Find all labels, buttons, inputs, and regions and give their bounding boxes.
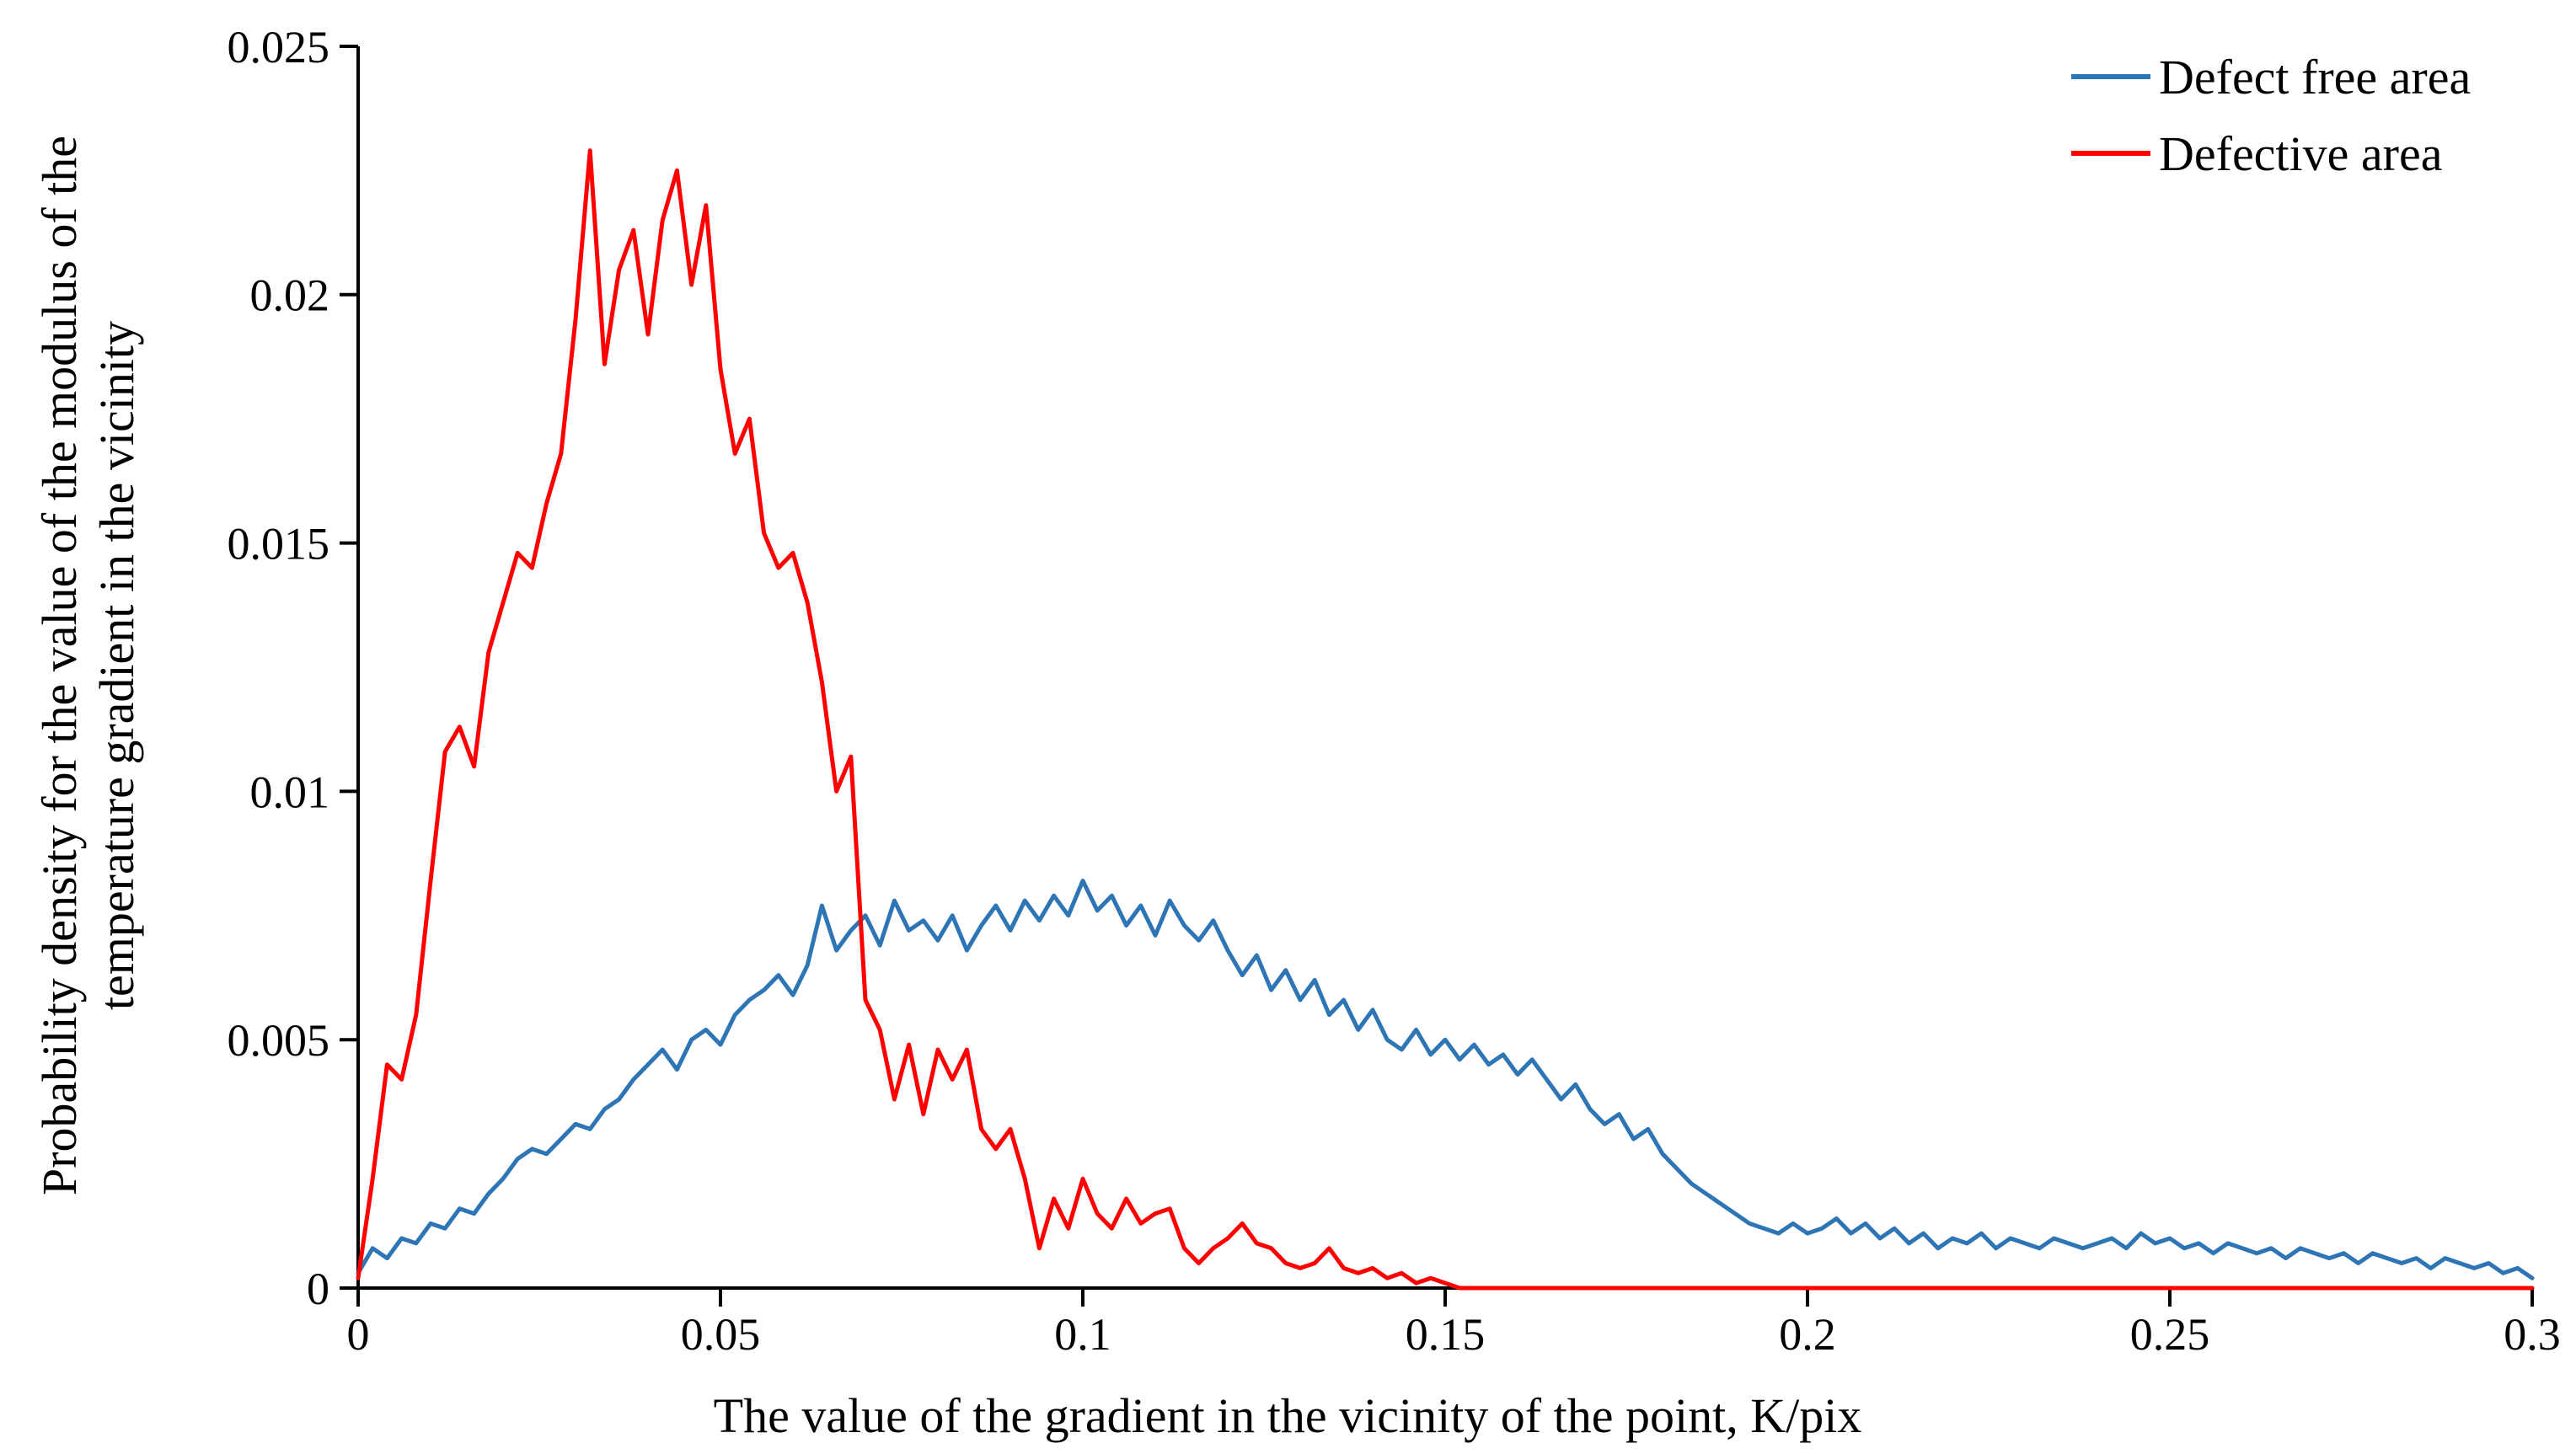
- y-tick-label: 0.005: [228, 1015, 330, 1066]
- series-line-defect-free-area: [356, 879, 2535, 1280]
- legend-item-defective: Defective area: [2071, 126, 2442, 181]
- y-axis-ticks: 0 0.005 0.01 0.015 0.02 0.025: [228, 22, 358, 1314]
- x-tick-label: 0.15: [1406, 1309, 1486, 1360]
- y-tick-label: 0.015: [228, 519, 330, 569]
- x-axis-title: The value of the gradient in the vicinit…: [714, 1388, 1862, 1443]
- x-tick-label: 0.25: [2130, 1309, 2210, 1360]
- y-axis-title-line1: Probability density for the value of the…: [32, 136, 87, 1195]
- y-axis-title-line2: temperature gradient in the vicinity: [89, 321, 144, 1010]
- legend-label-defect-free: Defect free area: [2159, 50, 2471, 104]
- y-tick-label: 0.025: [228, 22, 330, 72]
- y-tick-label: 0.01: [250, 767, 330, 817]
- series-lines: [356, 148, 2535, 1291]
- x-tick-label: 0.1: [1054, 1309, 1111, 1360]
- x-tick-label: 0.05: [681, 1309, 761, 1360]
- legend: Defect free area Defective area: [2071, 50, 2471, 181]
- y-tick-label: 0.02: [250, 270, 330, 321]
- y-tick-label: 0: [307, 1264, 329, 1314]
- series-line-defective-area: [356, 148, 2535, 1291]
- legend-item-defect-free: Defect free area: [2071, 50, 2471, 104]
- x-tick-label: 0.2: [1779, 1309, 1836, 1360]
- x-tick-label: 0.3: [2504, 1309, 2561, 1360]
- x-tick-label: 0: [347, 1309, 370, 1360]
- x-axis-ticks: 0 0.05 0.1 0.15 0.2 0.25 0.3: [347, 1288, 2561, 1360]
- legend-label-defective: Defective area: [2159, 126, 2442, 181]
